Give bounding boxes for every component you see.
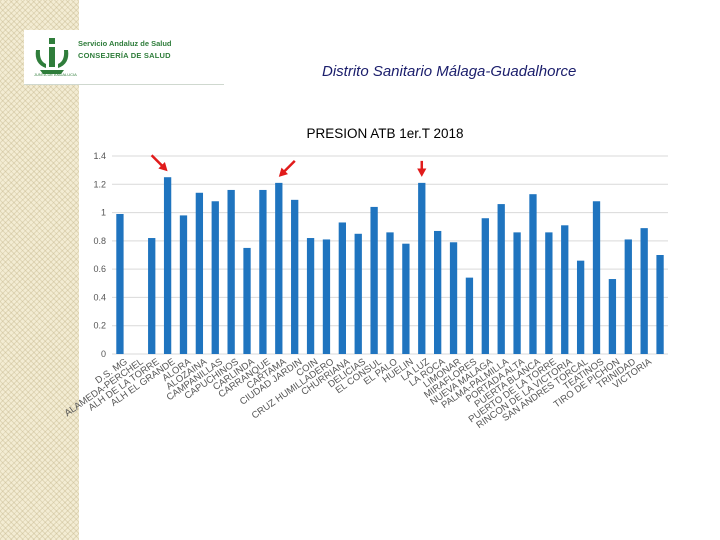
bar	[243, 247, 251, 354]
highlight-arrows	[150, 154, 427, 177]
highlight-arrow-icon	[278, 159, 296, 177]
y-tick-label: 0	[101, 349, 106, 359]
bar-series	[116, 177, 664, 354]
bar	[545, 232, 553, 354]
highlight-arrow-icon	[417, 160, 427, 177]
logo-junta-label: JUNTA DE ANDALUCIA	[34, 72, 77, 77]
bar	[513, 232, 521, 354]
y-tick-label: 0.6	[93, 264, 106, 274]
bar	[179, 215, 188, 354]
bar	[163, 177, 172, 354]
bar	[227, 189, 235, 354]
bar	[608, 279, 617, 354]
y-tick-label: 0.4	[93, 292, 106, 302]
bar	[386, 232, 394, 354]
sas-logo: Servicio Andaluz de Salud CONSEJERÍA DE …	[24, 30, 224, 85]
logo-service-name: Servicio Andaluz de Salud	[78, 39, 172, 48]
bar	[624, 239, 632, 354]
bar	[354, 233, 362, 354]
bar	[259, 189, 267, 354]
bar	[306, 238, 315, 354]
grid-layer	[112, 155, 668, 355]
bar	[116, 213, 124, 354]
bar	[370, 206, 378, 354]
bar	[434, 230, 442, 354]
bar	[576, 260, 585, 354]
bar	[481, 218, 489, 354]
bar	[322, 239, 331, 354]
bar	[592, 201, 601, 354]
district-title: Distrito Sanitario Málaga-Guadalhorce	[322, 63, 577, 80]
junta-andalucia-emblem-icon	[35, 38, 69, 74]
bar	[640, 228, 648, 354]
bar	[449, 242, 458, 354]
decorative-side-band	[0, 0, 79, 540]
bar	[418, 182, 426, 354]
y-tick-label: 0.2	[93, 321, 106, 331]
bar	[465, 277, 474, 354]
bar	[291, 199, 299, 354]
chart-title: PRESION ATB 1er.T 2018	[306, 126, 463, 141]
y-axis-ticks: 0 0.2 0.4 0.6 0.8 1 1.2 1.4	[93, 151, 106, 359]
bar	[275, 182, 283, 354]
y-tick-label: 1.2	[93, 179, 106, 189]
bar	[338, 222, 346, 354]
y-tick-label: 1.4	[93, 151, 106, 161]
y-tick-label: 1	[101, 208, 106, 218]
bar	[561, 225, 569, 354]
highlight-arrow-icon	[150, 154, 168, 172]
bar	[402, 243, 410, 354]
bar	[656, 255, 664, 354]
y-tick-label: 0.8	[93, 236, 106, 246]
bar	[529, 194, 537, 354]
bar	[211, 201, 219, 354]
bar	[195, 192, 204, 354]
bar	[148, 238, 156, 354]
bar	[497, 204, 505, 354]
logo-ministry-name: CONSEJERÍA DE SALUD	[78, 51, 171, 60]
